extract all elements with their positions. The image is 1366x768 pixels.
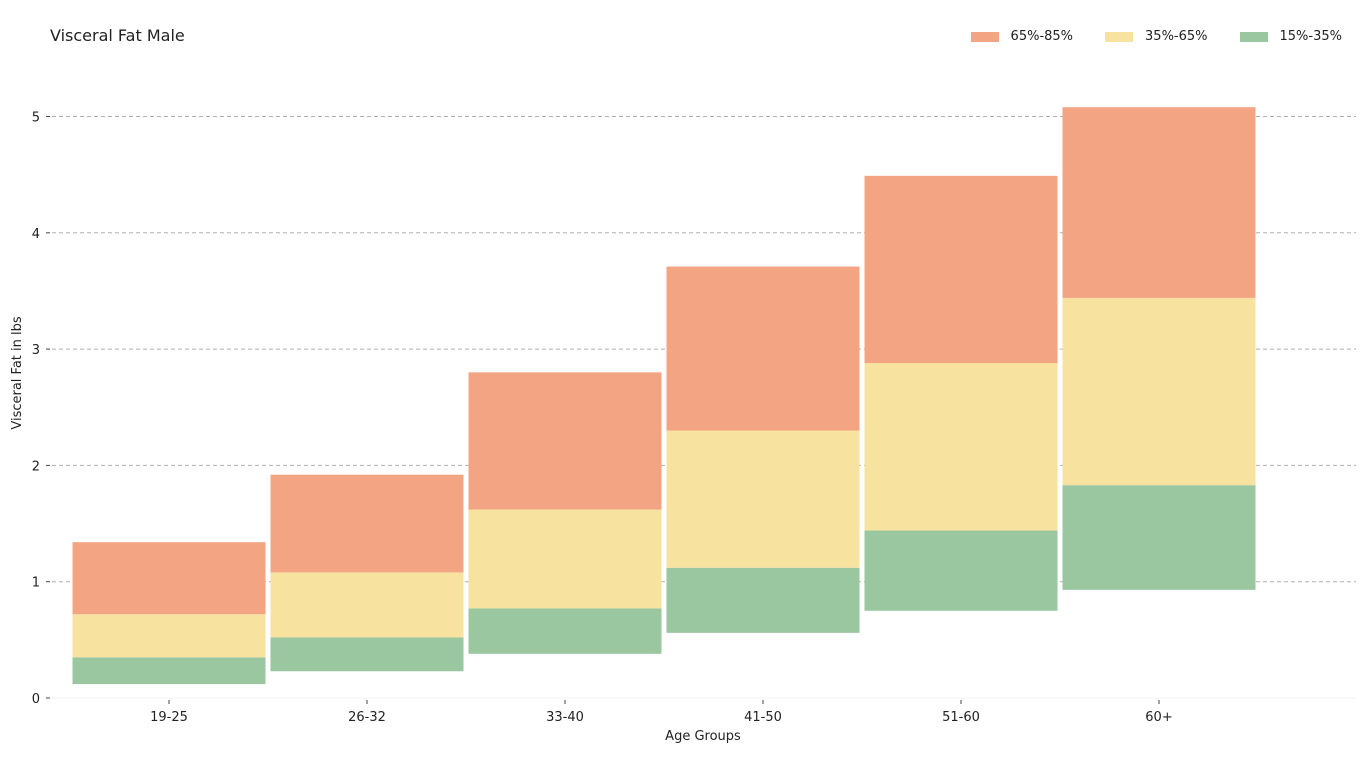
legend-label-35-65: 35%-65% [1145, 29, 1208, 44]
x-tick-label-26-32: 26-32 [348, 710, 386, 725]
legend-label-15-35: 15%-35% [1279, 29, 1342, 44]
legend-swatch-15-35 [1239, 31, 1268, 42]
x-tick-label-60+: 60+ [1145, 710, 1172, 725]
y-tick-label-4: 4 [32, 227, 40, 242]
bar-41-50-15%-35% [666, 567, 860, 633]
bar-60+-15%-35% [1062, 485, 1256, 590]
bar-19-25-65%-85% [72, 542, 266, 615]
x-tick-label-33-40: 33-40 [546, 710, 584, 725]
bar-19-25-35%-65% [72, 614, 266, 658]
legend-swatch-35-65 [1105, 31, 1134, 42]
bar-41-50-65%-85% [666, 266, 860, 431]
legend-label-65-85: 65%-85% [1010, 29, 1074, 44]
bar-26-32-15%-35% [270, 637, 464, 672]
y-tick-label-5: 5 [32, 111, 40, 126]
x-axis-label: Age Groups [665, 729, 741, 744]
x-tick-label-51-60: 51-60 [942, 710, 980, 725]
x-tick-label-41-50: 41-50 [744, 710, 782, 725]
bars [72, 107, 1256, 685]
bar-41-50-35%-65% [666, 430, 860, 568]
bar-51-60-65%-85% [864, 175, 1058, 364]
axes: 0 1 2 3 4 5 19-25 26-32 33-40 41-50 51-60 60+ [32, 111, 1173, 726]
y-tick-label-1: 1 [32, 576, 40, 591]
legend: 65%-85% 35%-65% 15%-35% [939, 29, 1342, 44]
bar-60+-65%-85% [1062, 107, 1256, 298]
bar-33-40-65%-85% [468, 372, 662, 510]
chart-title: Visceral Fat Male [50, 26, 185, 45]
x-tick-label-19-25: 19-25 [150, 710, 188, 725]
y-tick-label-0: 0 [32, 692, 40, 707]
bar-33-40-15%-35% [468, 608, 662, 654]
bar-19-25-15%-35% [72, 657, 266, 685]
legend-item-35-65: 35%-65% [1105, 29, 1208, 44]
bar-51-60-35%-65% [864, 363, 1058, 531]
bar-26-32-65%-85% [270, 474, 464, 573]
legend-swatch-65-85 [970, 31, 999, 42]
bar-33-40-35%-65% [468, 509, 662, 609]
legend-item-65-85: 65%-85% [970, 29, 1074, 44]
legend-item-15-35: 15%-35% [1239, 29, 1342, 44]
y-tick-label-3: 3 [32, 343, 40, 358]
y-tick-label-2: 2 [32, 459, 40, 474]
bar-60+-35%-65% [1062, 297, 1256, 486]
bar-26-32-35%-65% [270, 572, 464, 638]
y-axis-label: Visceral Fat in lbs [10, 316, 25, 430]
bar-51-60-15%-35% [864, 530, 1058, 611]
